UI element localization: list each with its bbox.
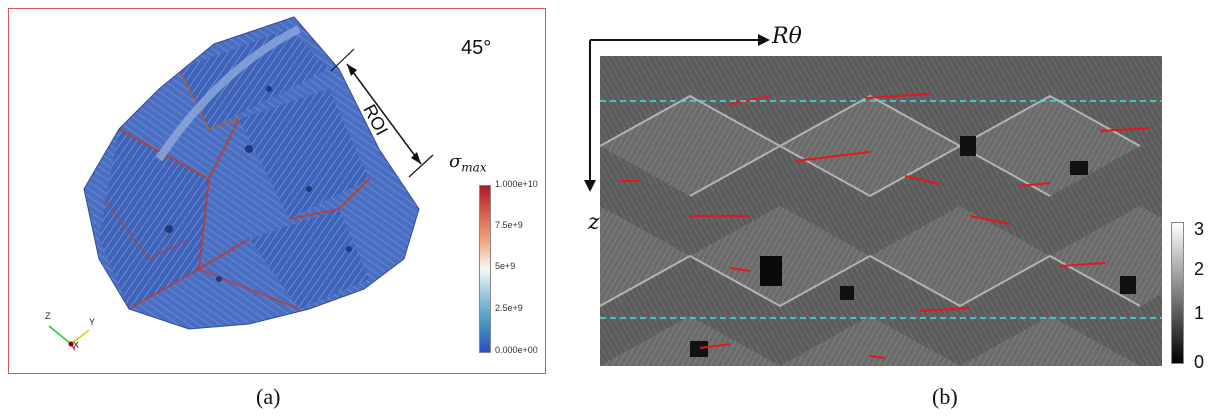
triad-y-label: Y bbox=[89, 317, 96, 327]
colorbar-tick-max: 1.000e+10 bbox=[495, 179, 538, 189]
colorbar-tick-75: 7.5e+9 bbox=[495, 220, 523, 230]
graybar-tick-2: 2 bbox=[1194, 259, 1205, 279]
sample-3d-render bbox=[48, 16, 434, 351]
triad-x-label: X bbox=[73, 340, 80, 350]
strain-colorbar bbox=[1171, 222, 1184, 364]
axis-triad bbox=[48, 325, 90, 351]
caption-b: (b) bbox=[932, 384, 958, 409]
z-axis-label: z bbox=[588, 210, 600, 235]
colorbar-tick-min: 0.000e+00 bbox=[495, 345, 538, 355]
view-angle-label: 45° bbox=[461, 37, 492, 59]
stress-colorbar bbox=[479, 185, 491, 353]
graybar-tick-3: 3 bbox=[1194, 219, 1205, 239]
graybar-tick-1: 1 bbox=[1194, 303, 1205, 323]
graybar-tick-0: 0 bbox=[1194, 352, 1205, 372]
rtheta-axis-label: Rθ bbox=[772, 24, 802, 49]
panel-a-frame: Z Y X 45° ROI σmax 1.000e+10 7.5e+9 5e+9… bbox=[8, 8, 546, 374]
colorbar-title: σmax bbox=[449, 151, 487, 175]
colorbar-tick-50: 5e+9 bbox=[495, 261, 516, 271]
caption-a: (a) bbox=[256, 384, 281, 409]
sigma-symbol: σ bbox=[449, 151, 462, 172]
axis-arrows bbox=[584, 34, 770, 192]
triad-z-label: Z bbox=[45, 311, 51, 321]
sigma-subscript: max bbox=[461, 160, 487, 175]
unrolled-strain-map bbox=[600, 56, 1162, 366]
colorbar-tick-25: 2.5e+9 bbox=[495, 303, 523, 313]
strain-map-image bbox=[600, 56, 1162, 366]
